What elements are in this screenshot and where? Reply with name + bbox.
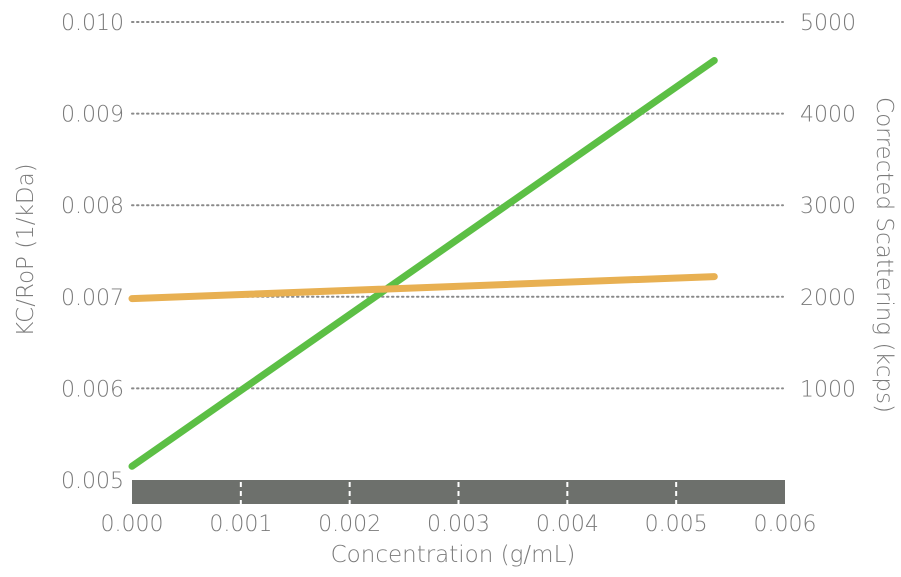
right-tick-label: 3000 bbox=[800, 194, 856, 219]
x-axis-label: Concentration (g/mL) bbox=[331, 542, 576, 568]
right-tick-label: 2000 bbox=[800, 286, 856, 311]
x-tick-label: 0.001 bbox=[209, 512, 272, 537]
left-tick-label: 0.009 bbox=[61, 103, 124, 128]
right-axis-label: Corrected Scattering (kcps) bbox=[871, 97, 897, 413]
x-tick-label: 0.004 bbox=[536, 512, 599, 537]
left-tick-label: 0.005 bbox=[61, 469, 124, 494]
left-axis-ticks: 0.005 0.006 0.007 0.008 0.009 0.010 bbox=[61, 11, 124, 494]
left-tick-label: 0.008 bbox=[61, 194, 124, 219]
x-tick-label: 0.003 bbox=[427, 512, 490, 537]
left-tick-label: 0.006 bbox=[61, 377, 124, 402]
x-axis-bar bbox=[132, 480, 785, 504]
x-tick-label: 0.005 bbox=[645, 512, 708, 537]
right-tick-label: 5000 bbox=[800, 11, 856, 36]
x-tick-label: 0.006 bbox=[754, 512, 817, 537]
x-axis-ticks: 0.000 0.001 0.002 0.003 0.004 0.005 0.006 bbox=[101, 512, 817, 537]
left-axis-label: KC/RoP (1/kDa) bbox=[13, 163, 39, 336]
left-tick-label: 0.010 bbox=[61, 11, 124, 36]
left-tick-label: 0.007 bbox=[61, 286, 124, 311]
series-lines bbox=[128, 57, 718, 470]
right-axis-ticks: 1000 2000 3000 4000 5000 bbox=[800, 11, 856, 402]
x-tick-label: 0.000 bbox=[101, 512, 164, 537]
right-tick-label: 1000 bbox=[800, 377, 856, 402]
x-tick-label: 0.002 bbox=[318, 512, 381, 537]
grid-lines bbox=[131, 21, 784, 390]
series-line-scattering bbox=[128, 57, 718, 470]
series-line-kc-rop bbox=[128, 273, 718, 303]
right-tick-label: 4000 bbox=[800, 103, 856, 128]
